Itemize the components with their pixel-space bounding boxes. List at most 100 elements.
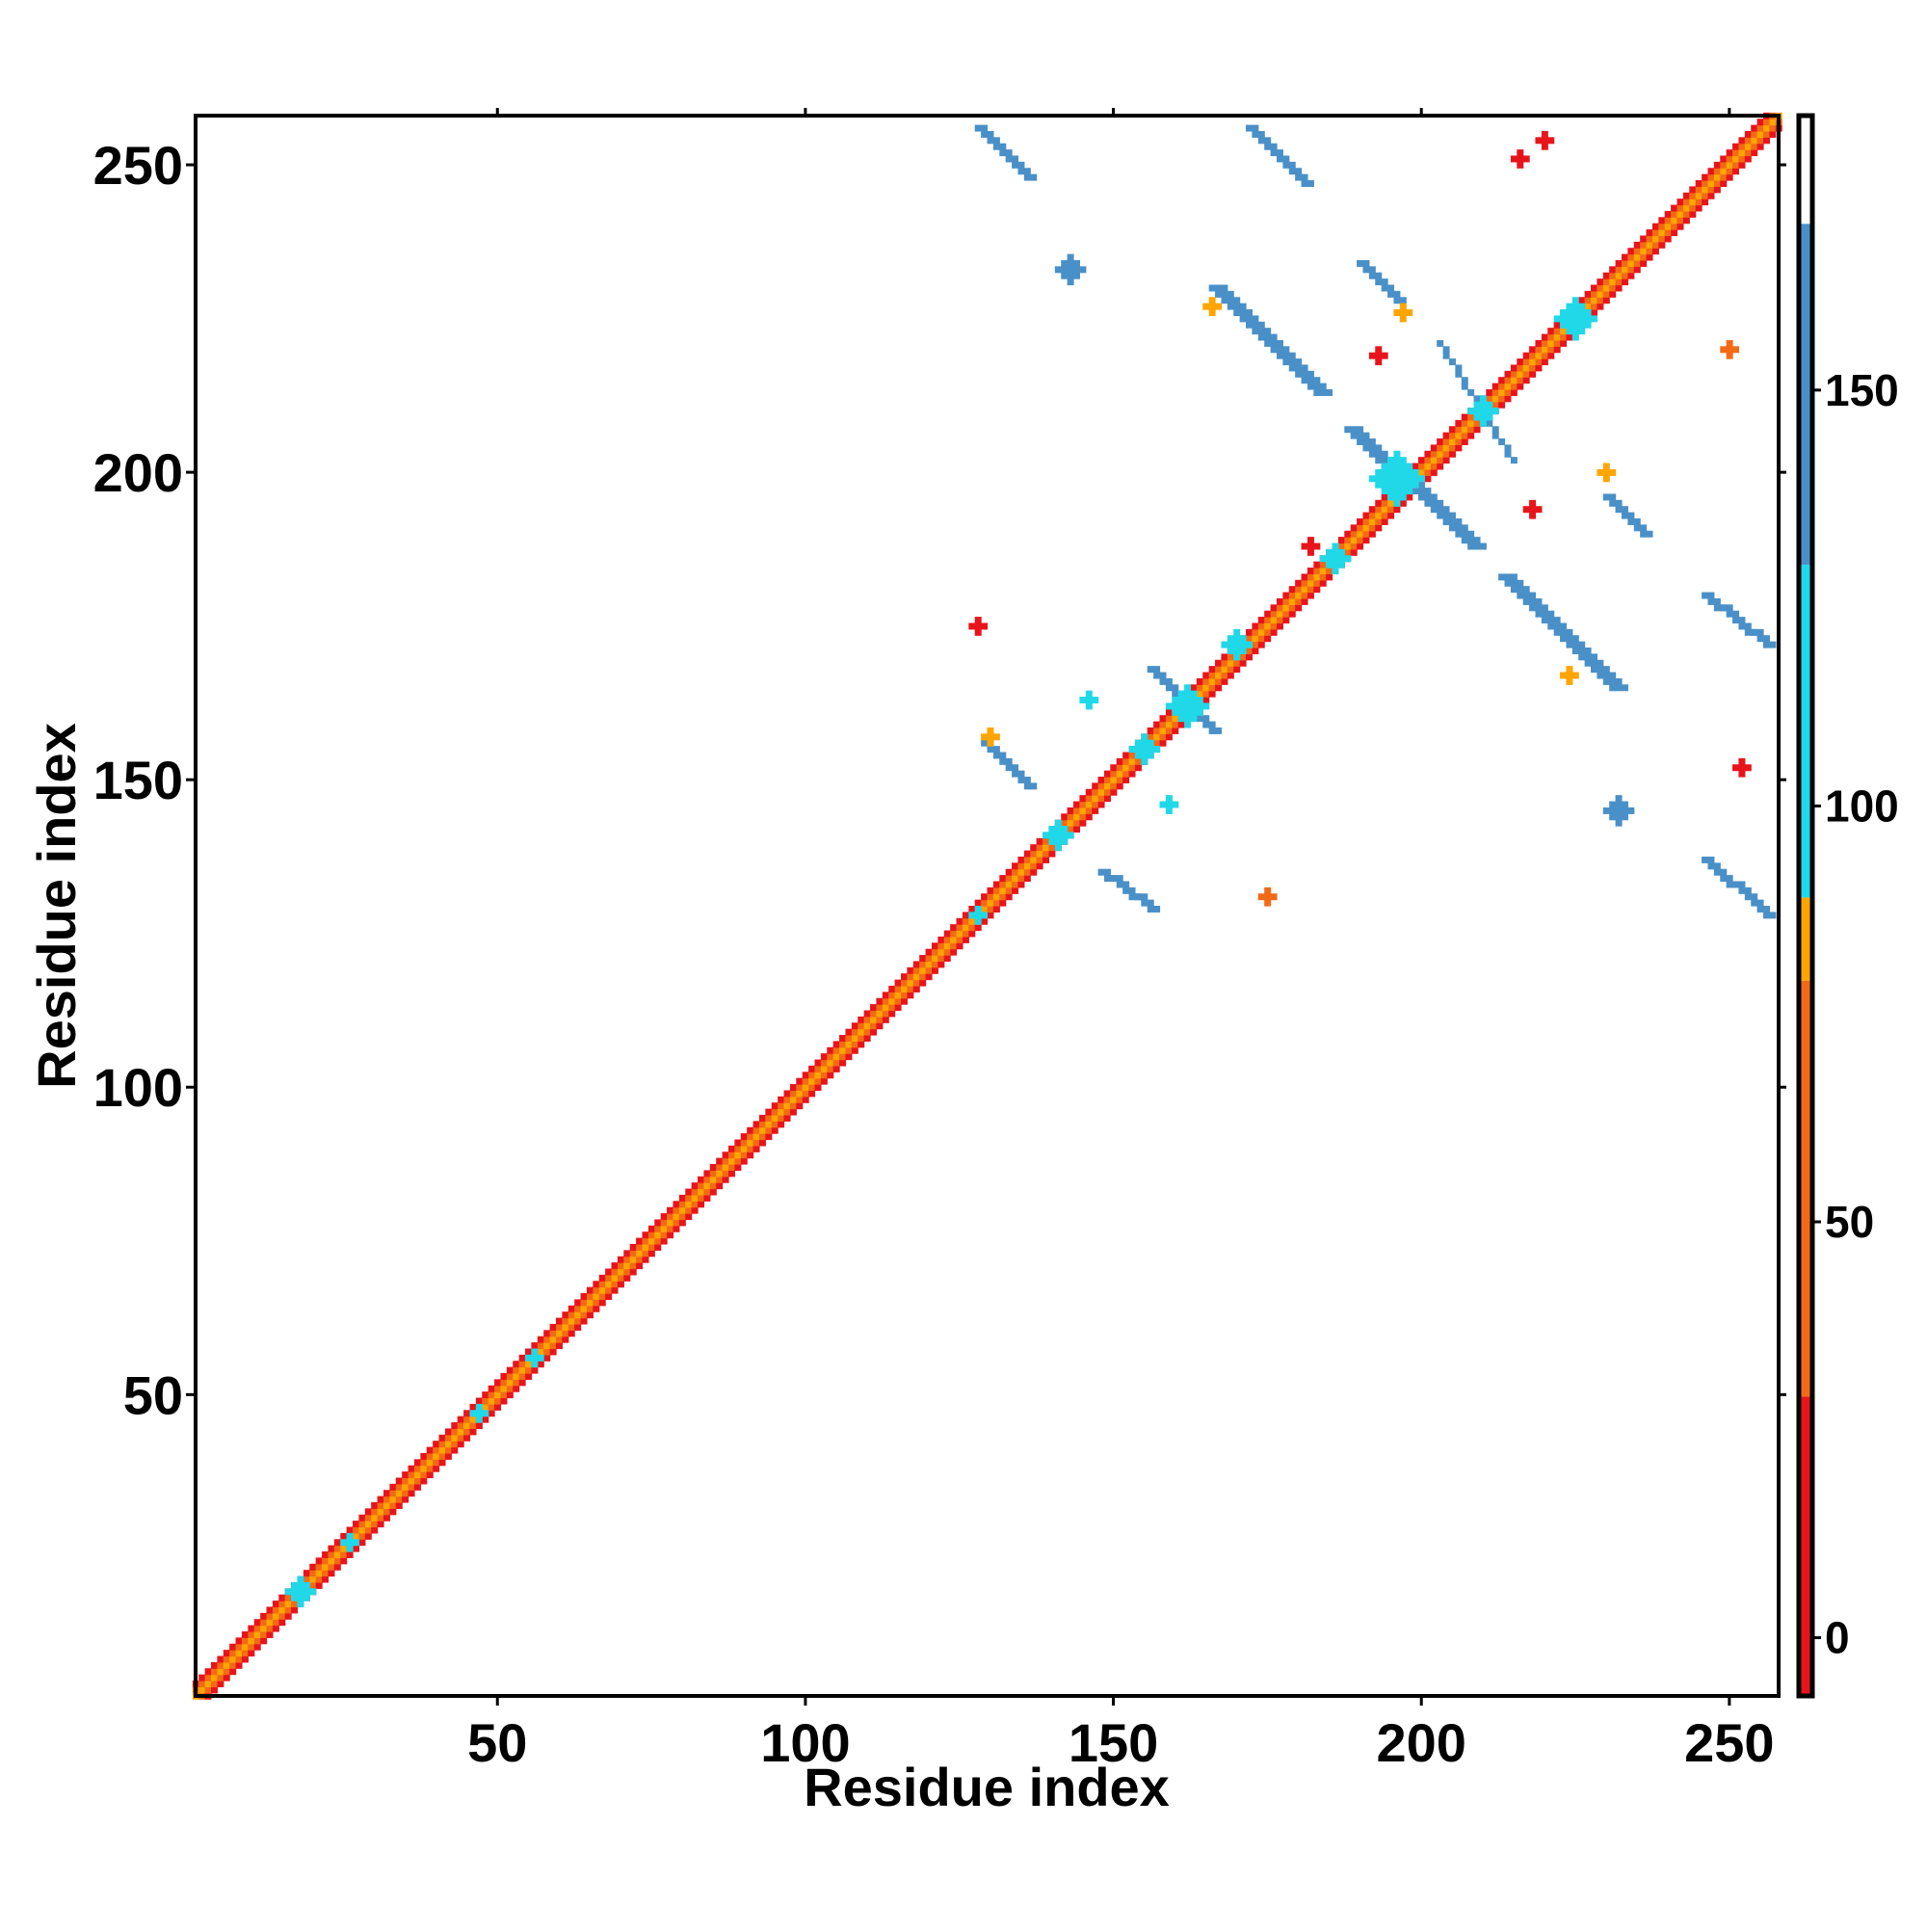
heatmap-cell	[586, 1305, 594, 1312]
heatmap-cell	[1627, 253, 1635, 261]
heatmap-cell	[1553, 315, 1561, 323]
heatmap-cell	[333, 1557, 341, 1565]
heatmap-cell	[1689, 186, 1697, 194]
heatmap-cell	[1566, 677, 1573, 685]
heatmap-cell	[204, 1668, 212, 1676]
heatmap-cell	[962, 924, 969, 932]
heatmap-cell	[253, 1619, 261, 1627]
heatmap-cell	[1769, 119, 1777, 126]
heatmap-cell	[537, 1342, 544, 1350]
heatmap-cell	[722, 1164, 729, 1171]
heatmap-cell	[827, 1053, 834, 1061]
heatmap-cell	[1702, 173, 1709, 181]
heatmap-cell	[1640, 248, 1648, 255]
heatmap-cell	[377, 1495, 384, 1503]
heatmap-cell	[1393, 297, 1401, 304]
heatmap-cell	[475, 1403, 483, 1411]
heatmap-cell	[1215, 659, 1223, 667]
heatmap-cell	[802, 1077, 809, 1085]
heatmap-cell	[518, 1354, 526, 1362]
heatmap-cell	[1332, 561, 1339, 569]
heatmap-cell	[1295, 358, 1303, 366]
heatmap-cell	[1486, 395, 1493, 403]
heatmap-cell	[1418, 488, 1425, 495]
heatmap-cell	[1215, 677, 1223, 685]
heatmap-cell	[1461, 383, 1468, 390]
heatmap-cell	[260, 1625, 268, 1632]
heatmap-cell	[931, 948, 938, 956]
heatmap-cell	[1744, 887, 1752, 894]
heatmap-cell	[1264, 137, 1272, 145]
y-tick-label: 50	[123, 1364, 183, 1425]
heatmap-cell	[1301, 173, 1308, 181]
heatmap-cell	[1461, 524, 1468, 532]
heatmap-cell	[796, 1102, 804, 1110]
heatmap-cell	[907, 966, 914, 974]
heatmap-cell	[820, 1053, 828, 1061]
heatmap-cell	[1726, 604, 1733, 612]
heatmap-cell	[1418, 475, 1425, 483]
heatmap-cell	[1128, 893, 1136, 901]
heatmap-cell	[1720, 173, 1728, 181]
heatmap-cell	[605, 1274, 613, 1282]
heatmap-cell	[1110, 875, 1118, 883]
heatmap-cell	[987, 130, 994, 138]
heatmap-cell	[1276, 352, 1283, 359]
heatmap-cell	[1307, 180, 1314, 187]
heatmap-cell	[568, 1311, 575, 1319]
heatmap-cell	[1005, 893, 1013, 901]
heatmap-cell	[888, 992, 896, 999]
heatmap-cell	[802, 1096, 809, 1103]
heatmap-cell	[912, 985, 920, 992]
heatmap-cell	[1362, 537, 1370, 544]
heatmap-cell	[974, 124, 982, 132]
heatmap-cell	[642, 1231, 649, 1239]
heatmap-cell	[322, 1570, 330, 1577]
heatmap-cell	[598, 1286, 606, 1294]
heatmap-cell	[475, 1422, 483, 1430]
heatmap-cell	[1584, 315, 1592, 323]
heatmap-cell	[919, 979, 927, 987]
heatmap-cell	[919, 961, 927, 968]
heatmap-cell	[340, 1532, 348, 1540]
heatmap-cell	[734, 1145, 742, 1152]
heatmap-cell	[1067, 826, 1074, 834]
heatmap-cell	[1584, 297, 1592, 304]
heatmap-cell	[1491, 383, 1499, 390]
heatmap-cell	[1159, 727, 1167, 734]
heatmap-cell	[1418, 468, 1425, 476]
heatmap-cell	[1615, 813, 1623, 821]
heatmap-cell	[1202, 702, 1210, 710]
heatmap-cell	[1473, 543, 1481, 550]
heatmap-cell	[1362, 524, 1370, 532]
heatmap-cell	[827, 1046, 834, 1054]
heatmap-cell	[1054, 266, 1062, 274]
heatmap-cell	[1264, 143, 1272, 150]
heatmap-cell	[962, 917, 969, 925]
heatmap-cell	[1116, 881, 1123, 888]
heatmap-cell	[1547, 333, 1555, 341]
heatmap-cell	[1498, 395, 1506, 403]
heatmap-cell	[1387, 284, 1395, 292]
heatmap-cell	[1177, 708, 1185, 716]
heatmap-cell	[1005, 881, 1013, 888]
heatmap-cell	[1522, 597, 1530, 605]
heatmap-cell	[1061, 272, 1069, 279]
heatmap-cell	[1602, 493, 1610, 501]
heatmap-cell	[303, 1588, 310, 1596]
heatmap-cell	[1264, 622, 1272, 630]
heatmap-cell	[851, 1041, 858, 1048]
heatmap-cell	[1584, 659, 1592, 667]
heatmap-cell	[647, 1250, 655, 1257]
heatmap-cell	[555, 1323, 563, 1331]
heatmap-cell	[1437, 438, 1444, 445]
heatmap-cell	[1257, 617, 1265, 624]
heatmap-cell	[229, 1655, 237, 1663]
heatmap-cell	[981, 917, 989, 925]
heatmap-cell	[1295, 586, 1303, 594]
heatmap-cell	[248, 1637, 255, 1645]
heatmap-cell	[475, 1410, 483, 1417]
heatmap-cell	[1208, 721, 1216, 728]
heatmap-cell	[1362, 259, 1370, 267]
